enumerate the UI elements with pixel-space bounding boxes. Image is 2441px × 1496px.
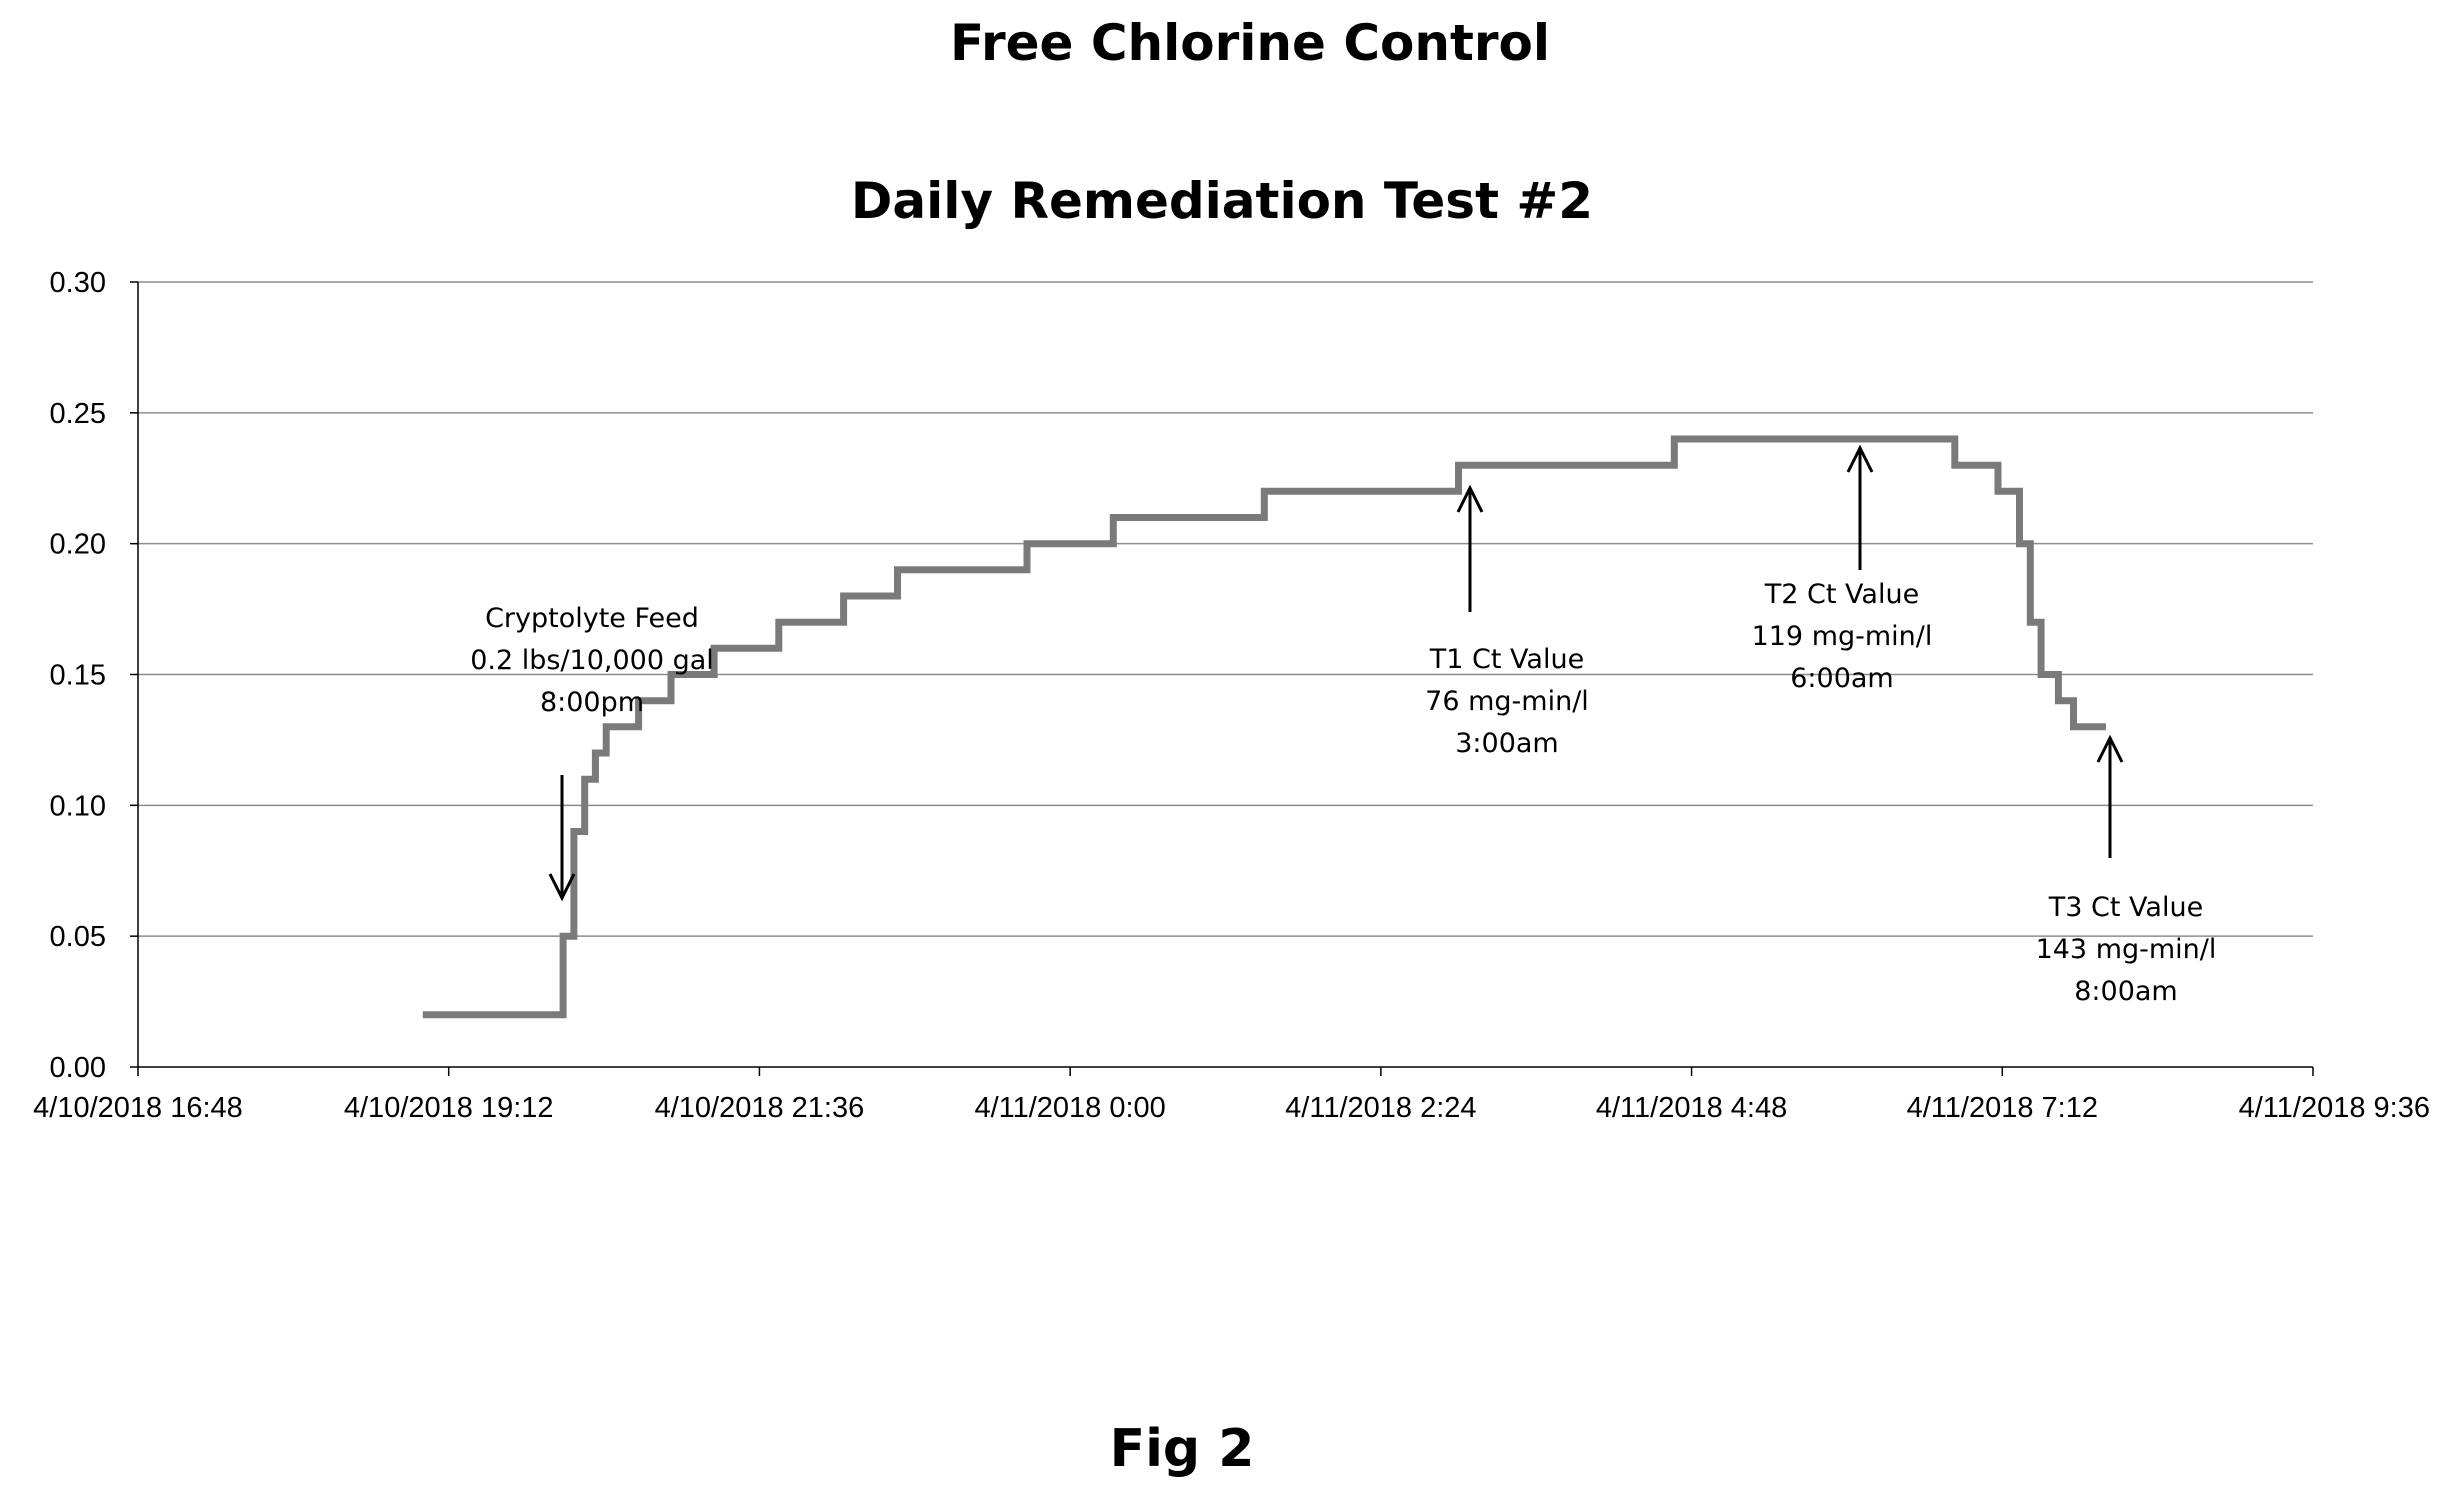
annotation-4: T3 Ct Value 143 mg-min/l 8:00am bbox=[2036, 734, 2217, 1007]
y-tick-label: 0.15 bbox=[50, 660, 106, 692]
annotation-text: T2 Ct Value bbox=[1764, 579, 1919, 610]
annotation-arrow-head bbox=[1846, 444, 1874, 473]
y-tick-label: 0.25 bbox=[50, 398, 106, 430]
annotation-text: 6:00am bbox=[1790, 663, 1893, 694]
annotation-text: 0.2 lbs/10,000 gal bbox=[470, 645, 714, 676]
annotation-text: 3:00am bbox=[1455, 728, 1558, 759]
y-tick-label: 0.20 bbox=[50, 529, 106, 561]
y-tick-label: 0.10 bbox=[50, 790, 106, 822]
x-tick-label: 4/10/2018 19:12 bbox=[344, 1092, 554, 1124]
figure-label: Fig 2 bbox=[1110, 1419, 1255, 1479]
annotation-arrow-head bbox=[2096, 734, 2124, 763]
y-tick-label: 0.30 bbox=[50, 267, 106, 299]
annotation-1: Cryptolyte Feed 0.2 lbs/10,000 gal 8:00pm bbox=[470, 603, 714, 902]
x-tick-label: 4/11/2018 2:24 bbox=[1285, 1092, 1476, 1124]
y-tick-label: 0.00 bbox=[50, 1052, 106, 1084]
annotation-text: 8:00am bbox=[2074, 976, 2177, 1007]
x-tick-label: 4/10/2018 16:48 bbox=[33, 1092, 243, 1124]
x-tick-labels: 4/10/2018 16:48 4/10/2018 19:12 4/10/2018 … bbox=[33, 1067, 2430, 1124]
annotation-arrow-head bbox=[548, 873, 576, 902]
x-tick-label: 4/11/2018 9:36 bbox=[2239, 1092, 2430, 1124]
annotation-3: T2 Ct Value 119 mg-min/l 6:00am bbox=[1752, 444, 1933, 694]
annotation-text: 143 mg-min/l bbox=[2036, 934, 2217, 965]
gridlines bbox=[138, 281, 2313, 937]
x-tick-label: 4/11/2018 4:48 bbox=[1596, 1092, 1787, 1124]
annotation-text: 8:00pm bbox=[540, 687, 644, 718]
chart-title: Free Chlorine Control bbox=[950, 14, 1550, 72]
annotation-text: T3 Ct Value bbox=[2048, 892, 2203, 923]
annotation-text: 119 mg-min/l bbox=[1752, 621, 1933, 652]
annotation-text: Cryptolyte Feed bbox=[485, 603, 699, 634]
annotations: Cryptolyte Feed 0.2 lbs/10,000 gal 8:00pm T… bbox=[470, 444, 2217, 1007]
y-tick-labels: 0.00 0.05 0.10 0.15 0.20 0.25 0.30 bbox=[50, 267, 138, 1084]
x-tick-label: 4/11/2018 0:00 bbox=[974, 1092, 1165, 1124]
annotation-text: 76 mg-min/l bbox=[1425, 686, 1589, 717]
series-group bbox=[422, 435, 2106, 1019]
x-tick-label: 4/11/2018 7:12 bbox=[1907, 1092, 2098, 1124]
y-tick-label: 0.05 bbox=[50, 921, 106, 953]
annotation-2: T1 Ct Value 76 mg-min/l 3:00am bbox=[1425, 484, 1589, 759]
x-tick-label: 4/10/2018 21:36 bbox=[655, 1092, 865, 1124]
annotation-text: T1 Ct Value bbox=[1429, 644, 1584, 675]
series-line bbox=[422, 435, 2106, 1019]
chart-subtitle: Daily Remediation Test #2 bbox=[851, 172, 1593, 230]
annotation-arrow-head bbox=[1456, 484, 1484, 513]
